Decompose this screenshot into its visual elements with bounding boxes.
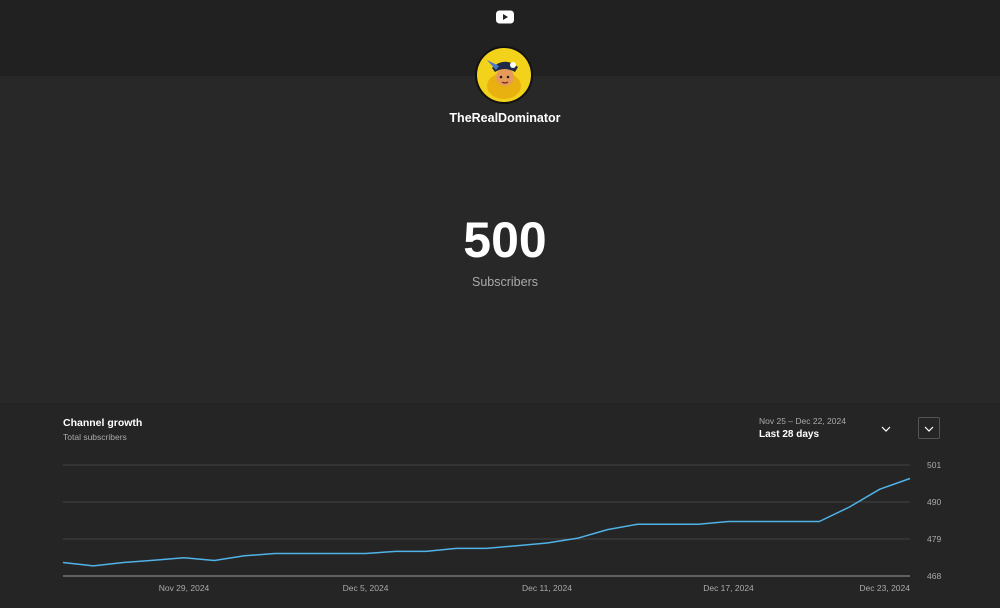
date-range-label: Last 28 days	[759, 429, 819, 440]
date-range-dates: Nov 25 – Dec 22, 2024	[759, 416, 846, 426]
subscriber-count: 500	[0, 211, 1000, 269]
panel-subtitle: Total subscribers	[63, 432, 127, 442]
x-tick-label: Dec 23, 2024	[859, 583, 910, 593]
x-tick-label: Dec 5, 2024	[343, 583, 389, 593]
x-tick-label: Dec 17, 2024	[703, 583, 754, 593]
channel-avatar[interactable]	[475, 46, 533, 104]
channel-name[interactable]: TheRealDominator	[0, 111, 1000, 125]
channel-avatar-cartoon-icon	[475, 46, 533, 104]
youtube-logo-icon[interactable]	[496, 10, 514, 24]
growth-chart: 468 479 490 501 Nov 29, 2024 Dec 5, 2024 Dec 1…	[0, 455, 1000, 607]
y-tick-label: 468	[927, 571, 941, 581]
y-tick-label: 501	[927, 460, 941, 470]
chevron-down-icon	[924, 424, 934, 434]
chevron-down-icon	[881, 424, 891, 434]
x-tick-label: Dec 11, 2024	[522, 583, 572, 593]
panel-title: Channel growth	[63, 417, 142, 429]
series-line-total-subscribers	[63, 479, 910, 566]
expand-chart-button[interactable]	[918, 417, 940, 439]
x-tick-label: Nov 29, 2024	[159, 583, 210, 593]
date-range-dropdown[interactable]: Nov 25 – Dec 22, 2024 Last 28 days	[759, 416, 899, 446]
y-tick-label: 490	[927, 497, 941, 507]
subscriber-label: Subscribers	[0, 275, 1000, 289]
y-tick-label: 479	[927, 534, 941, 544]
